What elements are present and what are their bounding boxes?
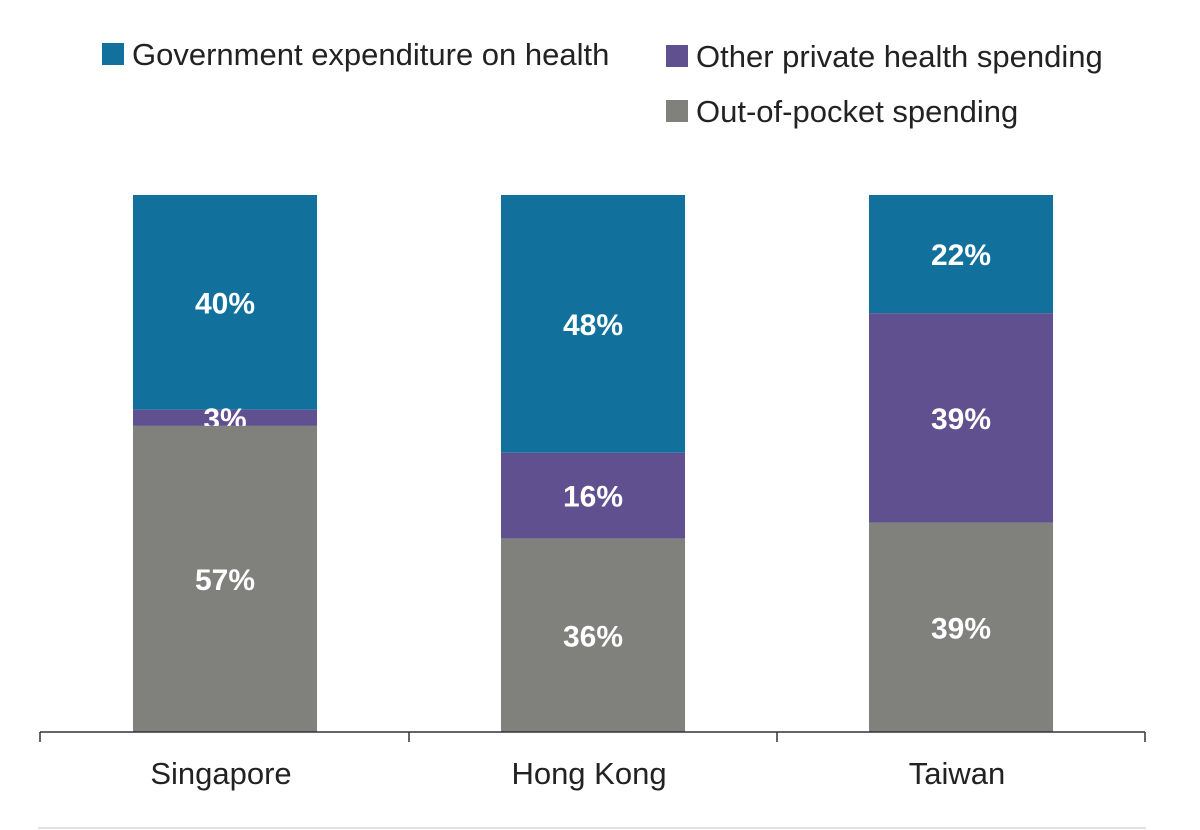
- data-label-hong-kong-other-private-health-spending: 16%: [563, 481, 623, 514]
- bar-segment-hong-kong-government-expenditure-on-health: [501, 195, 685, 453]
- legend-swatch-government-expenditure-on-health: [102, 43, 124, 65]
- bar-segment-singapore-out-of-pocket-spending: [133, 425, 317, 732]
- bar-segment-taiwan-out-of-pocket-spending: [869, 522, 1053, 732]
- legend-label-out-of-pocket-spending: Out-of-pocket spending: [696, 94, 1018, 129]
- data-label-taiwan-out-of-pocket-spending: 39%: [931, 612, 991, 645]
- bar-segment-singapore-government-expenditure-on-health: [133, 195, 317, 410]
- data-label-singapore-out-of-pocket-spending: 57%: [195, 564, 255, 597]
- data-label-taiwan-other-private-health-spending: 39%: [931, 403, 991, 436]
- data-label-hong-kong-out-of-pocket-spending: 36%: [563, 620, 623, 653]
- bar-segment-hong-kong-out-of-pocket-spending: [501, 538, 685, 732]
- legend-swatch-out-of-pocket-spending: [666, 100, 688, 122]
- bars: 40%3%57%48%16%36%22%39%39%: [133, 195, 1053, 732]
- bar-segment-hong-kong-other-private-health-spending: [501, 452, 685, 539]
- data-label-singapore-government-expenditure-on-health: 40%: [195, 287, 255, 320]
- x-axis: Singapore Hong Kong Taiwan: [39, 731, 1146, 791]
- x-tick-label-taiwan: Taiwan: [909, 756, 1006, 791]
- legend: Government expenditure on health Other pr…: [102, 37, 1103, 129]
- bar-segment-taiwan-other-private-health-spending: [869, 313, 1053, 523]
- legend-swatch-other-private-health-spending: [666, 45, 688, 67]
- legend-label-other-private-health-spending: Other private health spending: [696, 39, 1103, 74]
- legend-label-government-expenditure-on-health: Government expenditure on health: [132, 37, 609, 72]
- bar-segment-singapore-other-private-health-spending: [133, 409, 317, 426]
- data-label-taiwan-government-expenditure-on-health: 22%: [931, 239, 991, 272]
- data-label-hong-kong-government-expenditure-on-health: 48%: [563, 309, 623, 342]
- x-tick-label-hong-kong: Hong Kong: [511, 756, 666, 791]
- x-tick-label-singapore: Singapore: [150, 756, 291, 791]
- bar-segment-taiwan-government-expenditure-on-health: [869, 195, 1053, 314]
